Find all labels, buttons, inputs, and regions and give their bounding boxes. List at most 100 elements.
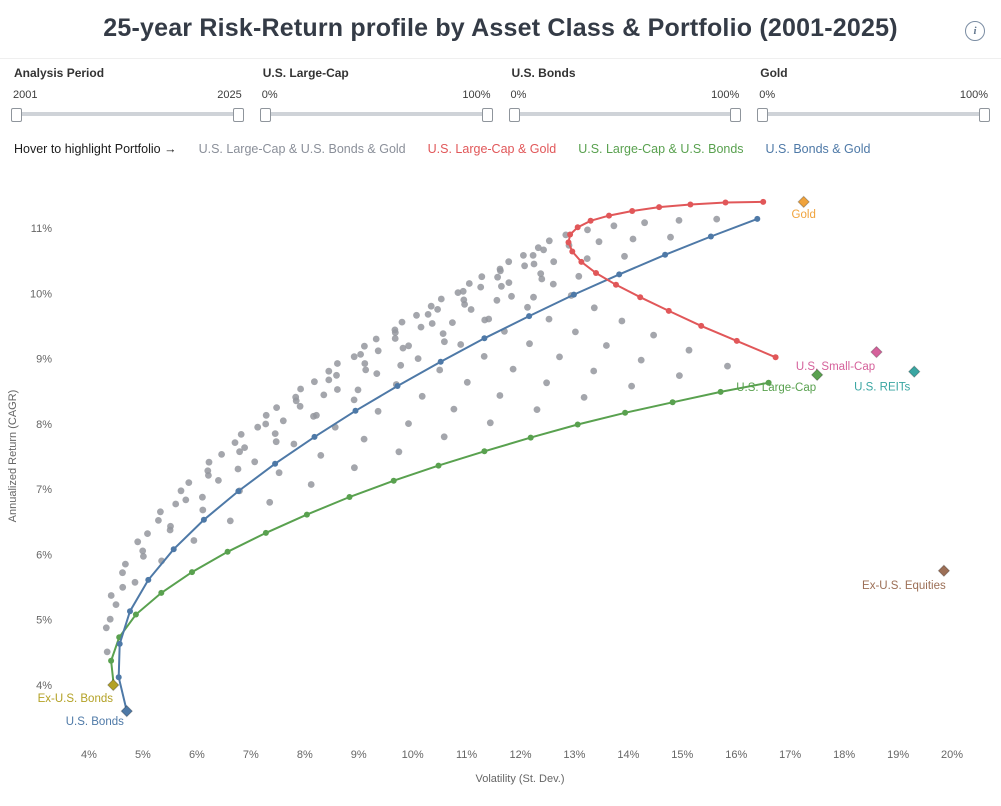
range-slider[interactable] — [259, 107, 493, 122]
frontier-point-us-large-cap-us-bonds[interactable] — [622, 409, 629, 416]
portfolio-point[interactable] — [373, 370, 381, 377]
portfolio-point[interactable] — [440, 433, 448, 441]
portfolio-point[interactable] — [509, 365, 517, 373]
frontier-point-us-large-cap-us-bonds[interactable] — [481, 448, 488, 455]
frontier-point-us-large-cap-gold[interactable] — [637, 294, 644, 301]
frontier-point-us-bonds-gold[interactable] — [526, 313, 533, 320]
portfolio-point[interactable] — [540, 246, 547, 254]
portfolio-point[interactable] — [460, 296, 468, 304]
frontier-point-us-large-cap-us-bonds[interactable] — [108, 657, 115, 664]
portfolio-point[interactable] — [667, 233, 674, 241]
portfolio-point[interactable] — [307, 481, 315, 488]
portfolio-point[interactable] — [418, 392, 426, 400]
portfolio-point[interactable] — [545, 315, 553, 323]
portfolio-point[interactable] — [131, 578, 139, 586]
portfolio-point[interactable] — [529, 252, 537, 259]
filter-max-value[interactable]: 2025 — [217, 89, 242, 101]
portfolio-point[interactable] — [549, 280, 557, 288]
filter-min-value[interactable]: 0% — [261, 89, 278, 101]
portfolio-point[interactable] — [481, 316, 489, 324]
frontier-point-us-large-cap-us-bonds[interactable] — [224, 548, 231, 555]
portfolio-point[interactable] — [354, 386, 362, 394]
frontier-line-us-bonds-gold[interactable] — [117, 217, 758, 712]
range-slider[interactable] — [508, 107, 742, 122]
portfolio-point[interactable] — [414, 355, 422, 362]
portfolio-point[interactable] — [575, 272, 583, 280]
portfolio-point[interactable] — [405, 420, 412, 427]
portfolio-point[interactable] — [496, 265, 504, 273]
portfolio-point[interactable] — [572, 328, 579, 336]
portfolio-point[interactable] — [292, 393, 300, 401]
portfolio-point[interactable] — [119, 583, 127, 591]
portfolio-point[interactable] — [530, 260, 538, 268]
portfolio-point[interactable] — [325, 367, 333, 375]
portfolio-point[interactable] — [241, 444, 249, 451]
asset-marker-ex-us-equities[interactable] — [937, 564, 951, 577]
portfolio-point[interactable] — [266, 498, 274, 506]
frontier-point-us-large-cap-us-bonds[interactable] — [158, 589, 165, 596]
portfolio-point[interactable] — [457, 341, 465, 348]
portfolio-point[interactable] — [290, 440, 298, 448]
portfolio-point[interactable] — [505, 279, 513, 286]
portfolio-point[interactable] — [537, 270, 545, 277]
portfolio-point[interactable] — [424, 311, 432, 318]
slider-handle-left[interactable] — [259, 108, 271, 122]
portfolio-point[interactable] — [713, 215, 721, 223]
range-slider[interactable] — [11, 107, 244, 122]
frontier-point-us-large-cap-gold[interactable] — [569, 248, 576, 255]
frontier-point-us-large-cap-us-bonds[interactable] — [346, 494, 353, 500]
portfolio-point[interactable] — [465, 280, 473, 287]
portfolio-point[interactable] — [550, 258, 558, 266]
portfolio-point[interactable] — [271, 430, 279, 437]
portfolio-point[interactable] — [311, 378, 318, 386]
frontier-point-us-bonds-gold[interactable] — [394, 383, 401, 389]
frontier-point-us-bonds-gold[interactable] — [115, 674, 122, 681]
portfolio-point[interactable] — [374, 407, 382, 415]
frontier-point-us-bonds-gold[interactable] — [235, 488, 242, 495]
slider-handle-right[interactable] — [730, 108, 742, 122]
portfolio-point[interactable] — [494, 273, 501, 281]
portfolio-point[interactable] — [508, 292, 515, 300]
portfolio-point[interactable] — [493, 296, 501, 304]
portfolio-point[interactable] — [590, 367, 598, 375]
frontier-point-us-large-cap-gold[interactable] — [606, 212, 612, 219]
portfolio-point[interactable] — [486, 419, 494, 427]
portfolio-point[interactable] — [454, 289, 462, 296]
portfolio-point[interactable] — [480, 353, 488, 360]
portfolio-point[interactable] — [584, 226, 591, 234]
portfolio-point[interactable] — [144, 530, 151, 537]
portfolio-point[interactable] — [139, 547, 147, 555]
portfolio-point[interactable] — [205, 458, 213, 466]
portfolio-point[interactable] — [441, 338, 448, 346]
portfolio-point[interactable] — [595, 238, 603, 246]
portfolio-point[interactable] — [621, 252, 628, 260]
portfolio-point[interactable] — [262, 420, 270, 428]
filter-min-value[interactable]: 0% — [759, 89, 776, 101]
portfolio-point[interactable] — [398, 318, 406, 326]
frontier-point-us-large-cap-gold[interactable] — [574, 224, 581, 231]
portfolio-point[interactable] — [534, 244, 542, 252]
frontier-point-us-bonds-gold[interactable] — [145, 576, 152, 583]
frontier-line-us-large-cap-us-bonds[interactable] — [110, 381, 769, 686]
portfolio-point[interactable] — [526, 340, 533, 348]
portfolio-point[interactable] — [395, 448, 403, 456]
slider-handle-left[interactable] — [11, 108, 22, 122]
portfolio-point[interactable] — [724, 362, 731, 370]
frontier-point-us-bonds-gold[interactable] — [481, 335, 488, 342]
portfolio-point[interactable] — [334, 360, 341, 367]
portfolio-point[interactable] — [413, 311, 420, 319]
frontier-point-us-bonds-gold[interactable] — [570, 291, 577, 298]
portfolio-point[interactable] — [119, 569, 126, 577]
portfolio-point[interactable] — [650, 331, 657, 339]
frontier-point-us-large-cap-us-bonds[interactable] — [303, 511, 310, 518]
asset-marker-gold[interactable] — [797, 195, 810, 209]
portfolio-point[interactable] — [279, 417, 287, 425]
portfolio-point[interactable] — [530, 293, 537, 301]
filter-max-value[interactable]: 100% — [462, 89, 491, 101]
frontier-point-us-large-cap-us-bonds[interactable] — [189, 569, 195, 576]
portfolio-point[interactable] — [580, 394, 588, 401]
frontier-point-us-large-cap-gold[interactable] — [593, 270, 599, 276]
frontier-point-us-large-cap-us-bonds[interactable] — [132, 611, 139, 618]
portfolio-point[interactable] — [628, 382, 635, 390]
portfolio-point[interactable] — [434, 306, 441, 313]
